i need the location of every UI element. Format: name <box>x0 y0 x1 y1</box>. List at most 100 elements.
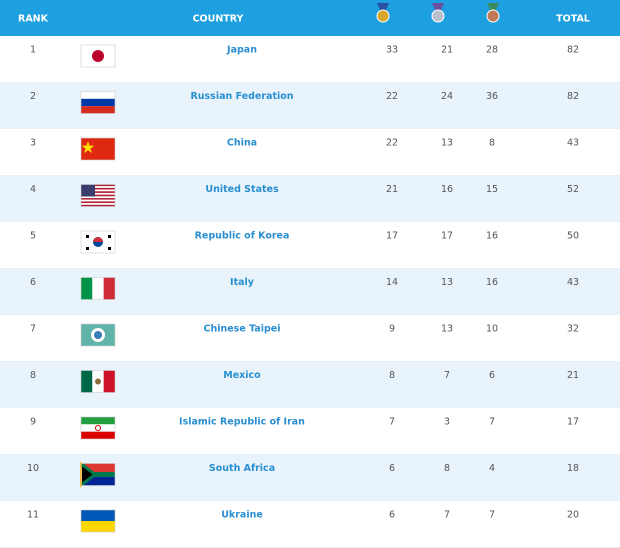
country-cell: South Africa <box>209 463 275 474</box>
flag-part <box>81 194 115 197</box>
flag-part <box>81 184 115 187</box>
flag-part <box>81 417 115 425</box>
flag-part <box>81 521 115 532</box>
flag <box>80 44 116 68</box>
total-cell: 82 <box>567 91 579 102</box>
flag-border <box>80 277 116 300</box>
flag-part <box>81 204 115 207</box>
total-cell: 21 <box>567 370 579 381</box>
flag <box>80 91 116 114</box>
flag-part <box>81 198 115 200</box>
rank-cell: 7 <box>30 324 36 335</box>
flag-border <box>80 184 116 207</box>
flag-border <box>80 323 116 347</box>
bronze-cell: 4 <box>489 463 495 474</box>
silver-cell: 3 <box>444 417 450 428</box>
flag-part <box>81 277 93 300</box>
bronze-cell: 8 <box>489 138 495 149</box>
flag-part <box>86 247 89 250</box>
gold-icon <box>376 3 390 23</box>
gold-cell: 7 <box>389 417 395 428</box>
total-cell: 20 <box>567 510 579 521</box>
flag-part <box>81 98 115 107</box>
flag-part <box>92 50 104 62</box>
flag-part <box>81 138 115 160</box>
flag <box>80 137 116 161</box>
flag-part <box>108 235 111 238</box>
flag-part <box>92 277 104 300</box>
flag-border <box>80 44 116 68</box>
flag <box>80 416 116 440</box>
flag <box>80 323 116 347</box>
silver-cell: 21 <box>441 45 453 56</box>
gold-cell: 22 <box>386 138 398 149</box>
country-cell: Chinese Taipei <box>203 324 280 335</box>
silver-cell: 8 <box>444 463 450 474</box>
flag-part <box>81 199 115 202</box>
flag-part <box>86 235 89 238</box>
bronze-cell: 6 <box>489 370 495 381</box>
flag-part <box>103 370 115 393</box>
country-cell: United States <box>205 184 279 195</box>
rank-cell: 6 <box>30 277 36 288</box>
gold-cell: 33 <box>386 45 398 56</box>
country-cell: Islamic Republic of Iran <box>179 417 305 428</box>
silver-cell: 16 <box>441 184 453 195</box>
flag-part <box>81 196 115 199</box>
flag-part <box>103 277 115 300</box>
flag-border <box>80 416 116 440</box>
rank-cell: 5 <box>30 231 36 242</box>
total-cell: 17 <box>567 417 579 428</box>
flag-part <box>93 237 103 242</box>
gold-cell: 22 <box>386 91 398 102</box>
total-cell: 32 <box>567 324 579 335</box>
flag <box>80 277 116 300</box>
flag-part <box>81 370 93 393</box>
country-cell: Italy <box>230 277 255 288</box>
silver-cell: 13 <box>441 324 453 335</box>
bronze-cell: 16 <box>486 231 498 242</box>
rank-cell: 1 <box>30 45 36 56</box>
flag-part <box>81 184 95 197</box>
flag <box>80 509 116 533</box>
silver-cell: 17 <box>441 231 453 242</box>
bronze-cell: 10 <box>486 324 498 335</box>
country-cell: Russian Federation <box>190 91 293 102</box>
bronze-icon <box>486 3 500 23</box>
flag-border <box>80 463 116 486</box>
total-cell: 52 <box>567 184 579 195</box>
flag-border <box>80 370 116 393</box>
flag-part <box>81 463 115 475</box>
flag-part <box>81 191 115 193</box>
rank-cell: 11 <box>27 510 39 521</box>
flag-part <box>81 203 115 205</box>
rank-cell: 4 <box>30 184 36 195</box>
header-country: COUNTRY <box>193 14 244 25</box>
country-cell: Japan <box>226 45 257 56</box>
header-bar <box>0 0 620 36</box>
flag-part <box>81 510 115 521</box>
silver-cell: 7 <box>444 370 450 381</box>
total-cell: 43 <box>567 138 579 149</box>
rank-cell: 2 <box>30 91 36 102</box>
silver-cell: 13 <box>441 277 453 288</box>
country-cell: Mexico <box>223 370 261 381</box>
flag-part <box>81 463 98 486</box>
header-rank: RANK <box>18 14 49 25</box>
gold-cell: 17 <box>386 231 398 242</box>
country-cell: Republic of Korea <box>195 231 290 242</box>
silver-cell: 24 <box>441 91 453 102</box>
bronze-cell: 16 <box>486 277 498 288</box>
flag-part <box>81 189 115 192</box>
flag-part <box>81 192 115 195</box>
flag <box>80 370 116 393</box>
bronze-cell: 7 <box>489 417 495 428</box>
total-cell: 18 <box>567 463 579 474</box>
flag-border <box>80 230 116 254</box>
country-cell: China <box>227 138 257 149</box>
flag <box>80 184 116 207</box>
rank-cell: 8 <box>30 370 36 381</box>
gold-cell: 6 <box>389 510 395 521</box>
total-cell: 82 <box>567 45 579 56</box>
